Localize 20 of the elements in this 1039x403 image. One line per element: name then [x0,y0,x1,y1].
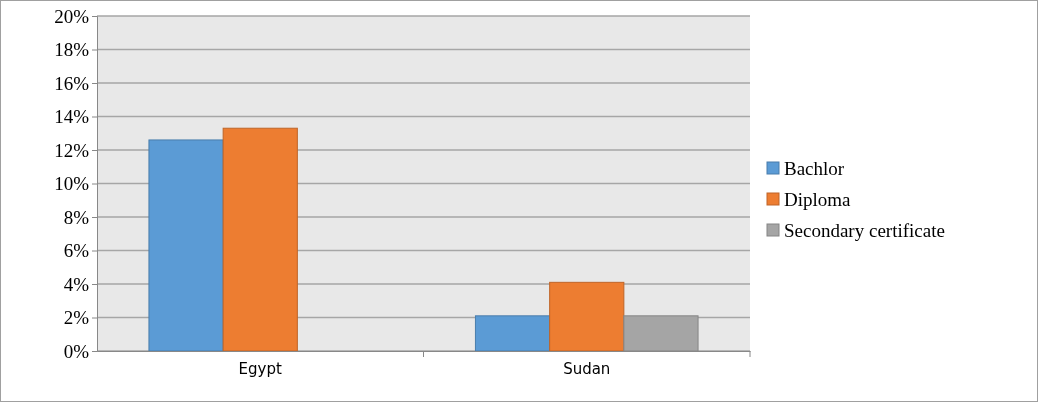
bar [474,315,551,352]
y-tick-label: 4% [63,273,90,295]
y-tick-label: 16% [54,72,90,94]
y-tick-label: 18% [54,39,90,61]
y-tick-label: 12% [54,139,90,161]
x-tick-label: Sudan [563,359,611,378]
x-tick-label: Egypt [238,359,283,378]
bar [549,281,625,352]
y-tick-label: 14% [54,106,90,128]
legend-label: Secondary certificate [784,219,945,241]
y-tick-label: 6% [63,240,90,262]
legend-label: Diploma [784,188,852,210]
legend-label: Bachlor [784,157,845,179]
y-tick-label: 8% [63,206,90,228]
bar [148,139,224,352]
y-tick-label: 20% [54,5,90,27]
y-tick-label: 10% [54,173,90,195]
y-tick-label: 2% [63,307,90,329]
bar [222,127,298,352]
y-tick-label: 0% [63,340,90,362]
